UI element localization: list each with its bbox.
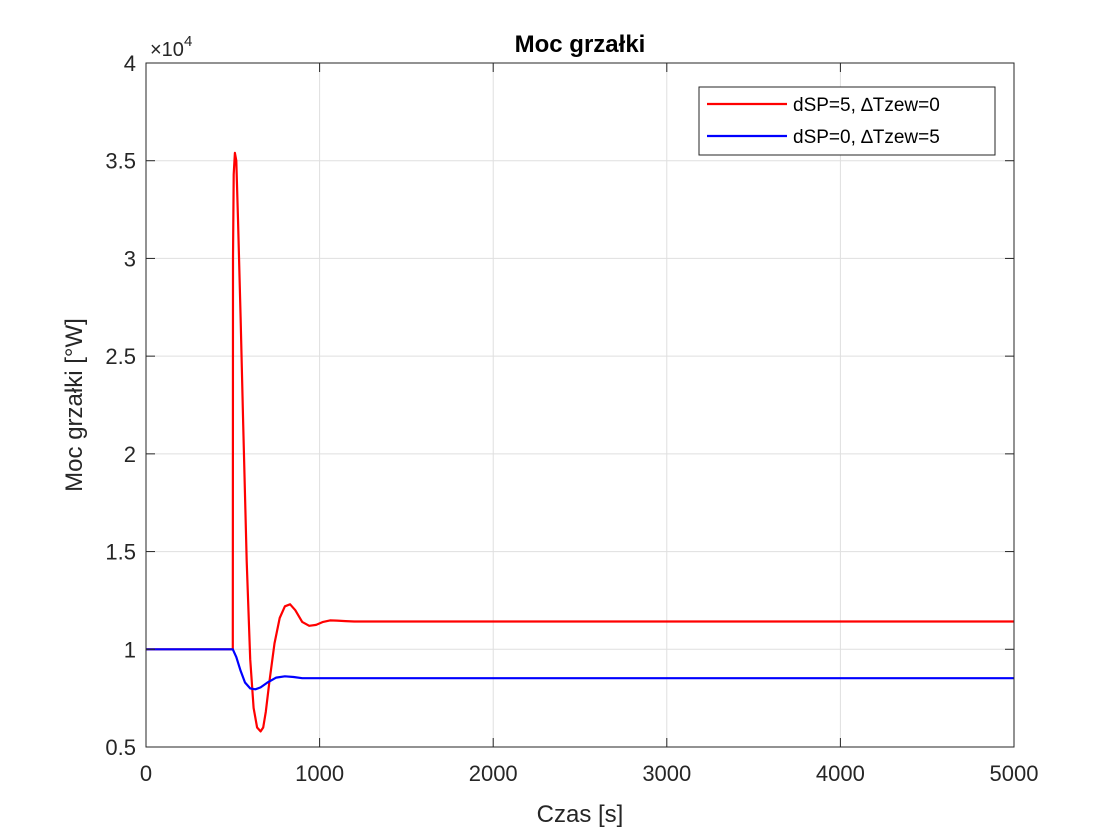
legend-label-series-1: dSP=0, ∆Tzew=5 <box>793 127 940 148</box>
y-exponent-base: ×10 <box>150 39 184 61</box>
x-tick-label: 1000 <box>295 761 344 786</box>
series-layer <box>146 151 1014 733</box>
y-tick-label: 0.5 <box>105 735 136 760</box>
series-line-0 <box>146 151 1014 733</box>
x-tick-label: 3000 <box>642 761 691 786</box>
y-tick-label: 1 <box>124 637 136 662</box>
series-line-1 <box>146 648 1014 691</box>
y-tick-label: 3.5 <box>105 149 136 174</box>
grid <box>146 63 1014 747</box>
y-exponent-label: ×104 <box>150 33 192 61</box>
legend: dSP=5, ∆Tzew=0 dSP=0, ∆Tzew=5 <box>698 86 996 156</box>
tick-labels: 0 1000 2000 3000 4000 5000 0.5 1 1.5 2 2.5 3 3.5 4 <box>105 51 1038 786</box>
ticks <box>145 62 1015 748</box>
plot-area <box>146 63 1014 747</box>
x-tick-label: 0 <box>140 761 152 786</box>
y-tick-label: 2 <box>124 442 136 467</box>
y-axis-label: Moc grzałki [°W] <box>61 318 88 492</box>
y-tick-label: 3 <box>124 246 136 271</box>
chart-title: Moc grzałki <box>515 31 646 58</box>
legend-box <box>698 86 996 156</box>
x-tick-label: 5000 <box>990 761 1039 786</box>
legend-label-series-0: dSP=5, ∆Tzew=0 <box>793 95 940 116</box>
x-tick-label: 2000 <box>469 761 518 786</box>
x-axis-label: Czas [s] <box>537 801 624 828</box>
y-tick-label: 1.5 <box>105 540 136 565</box>
y-tick-label: 2.5 <box>105 344 136 369</box>
plot-frame <box>145 62 1015 748</box>
x-tick-label: 4000 <box>816 761 865 786</box>
y-tick-label: 4 <box>124 51 136 76</box>
y-exponent-power: 4 <box>184 33 192 50</box>
